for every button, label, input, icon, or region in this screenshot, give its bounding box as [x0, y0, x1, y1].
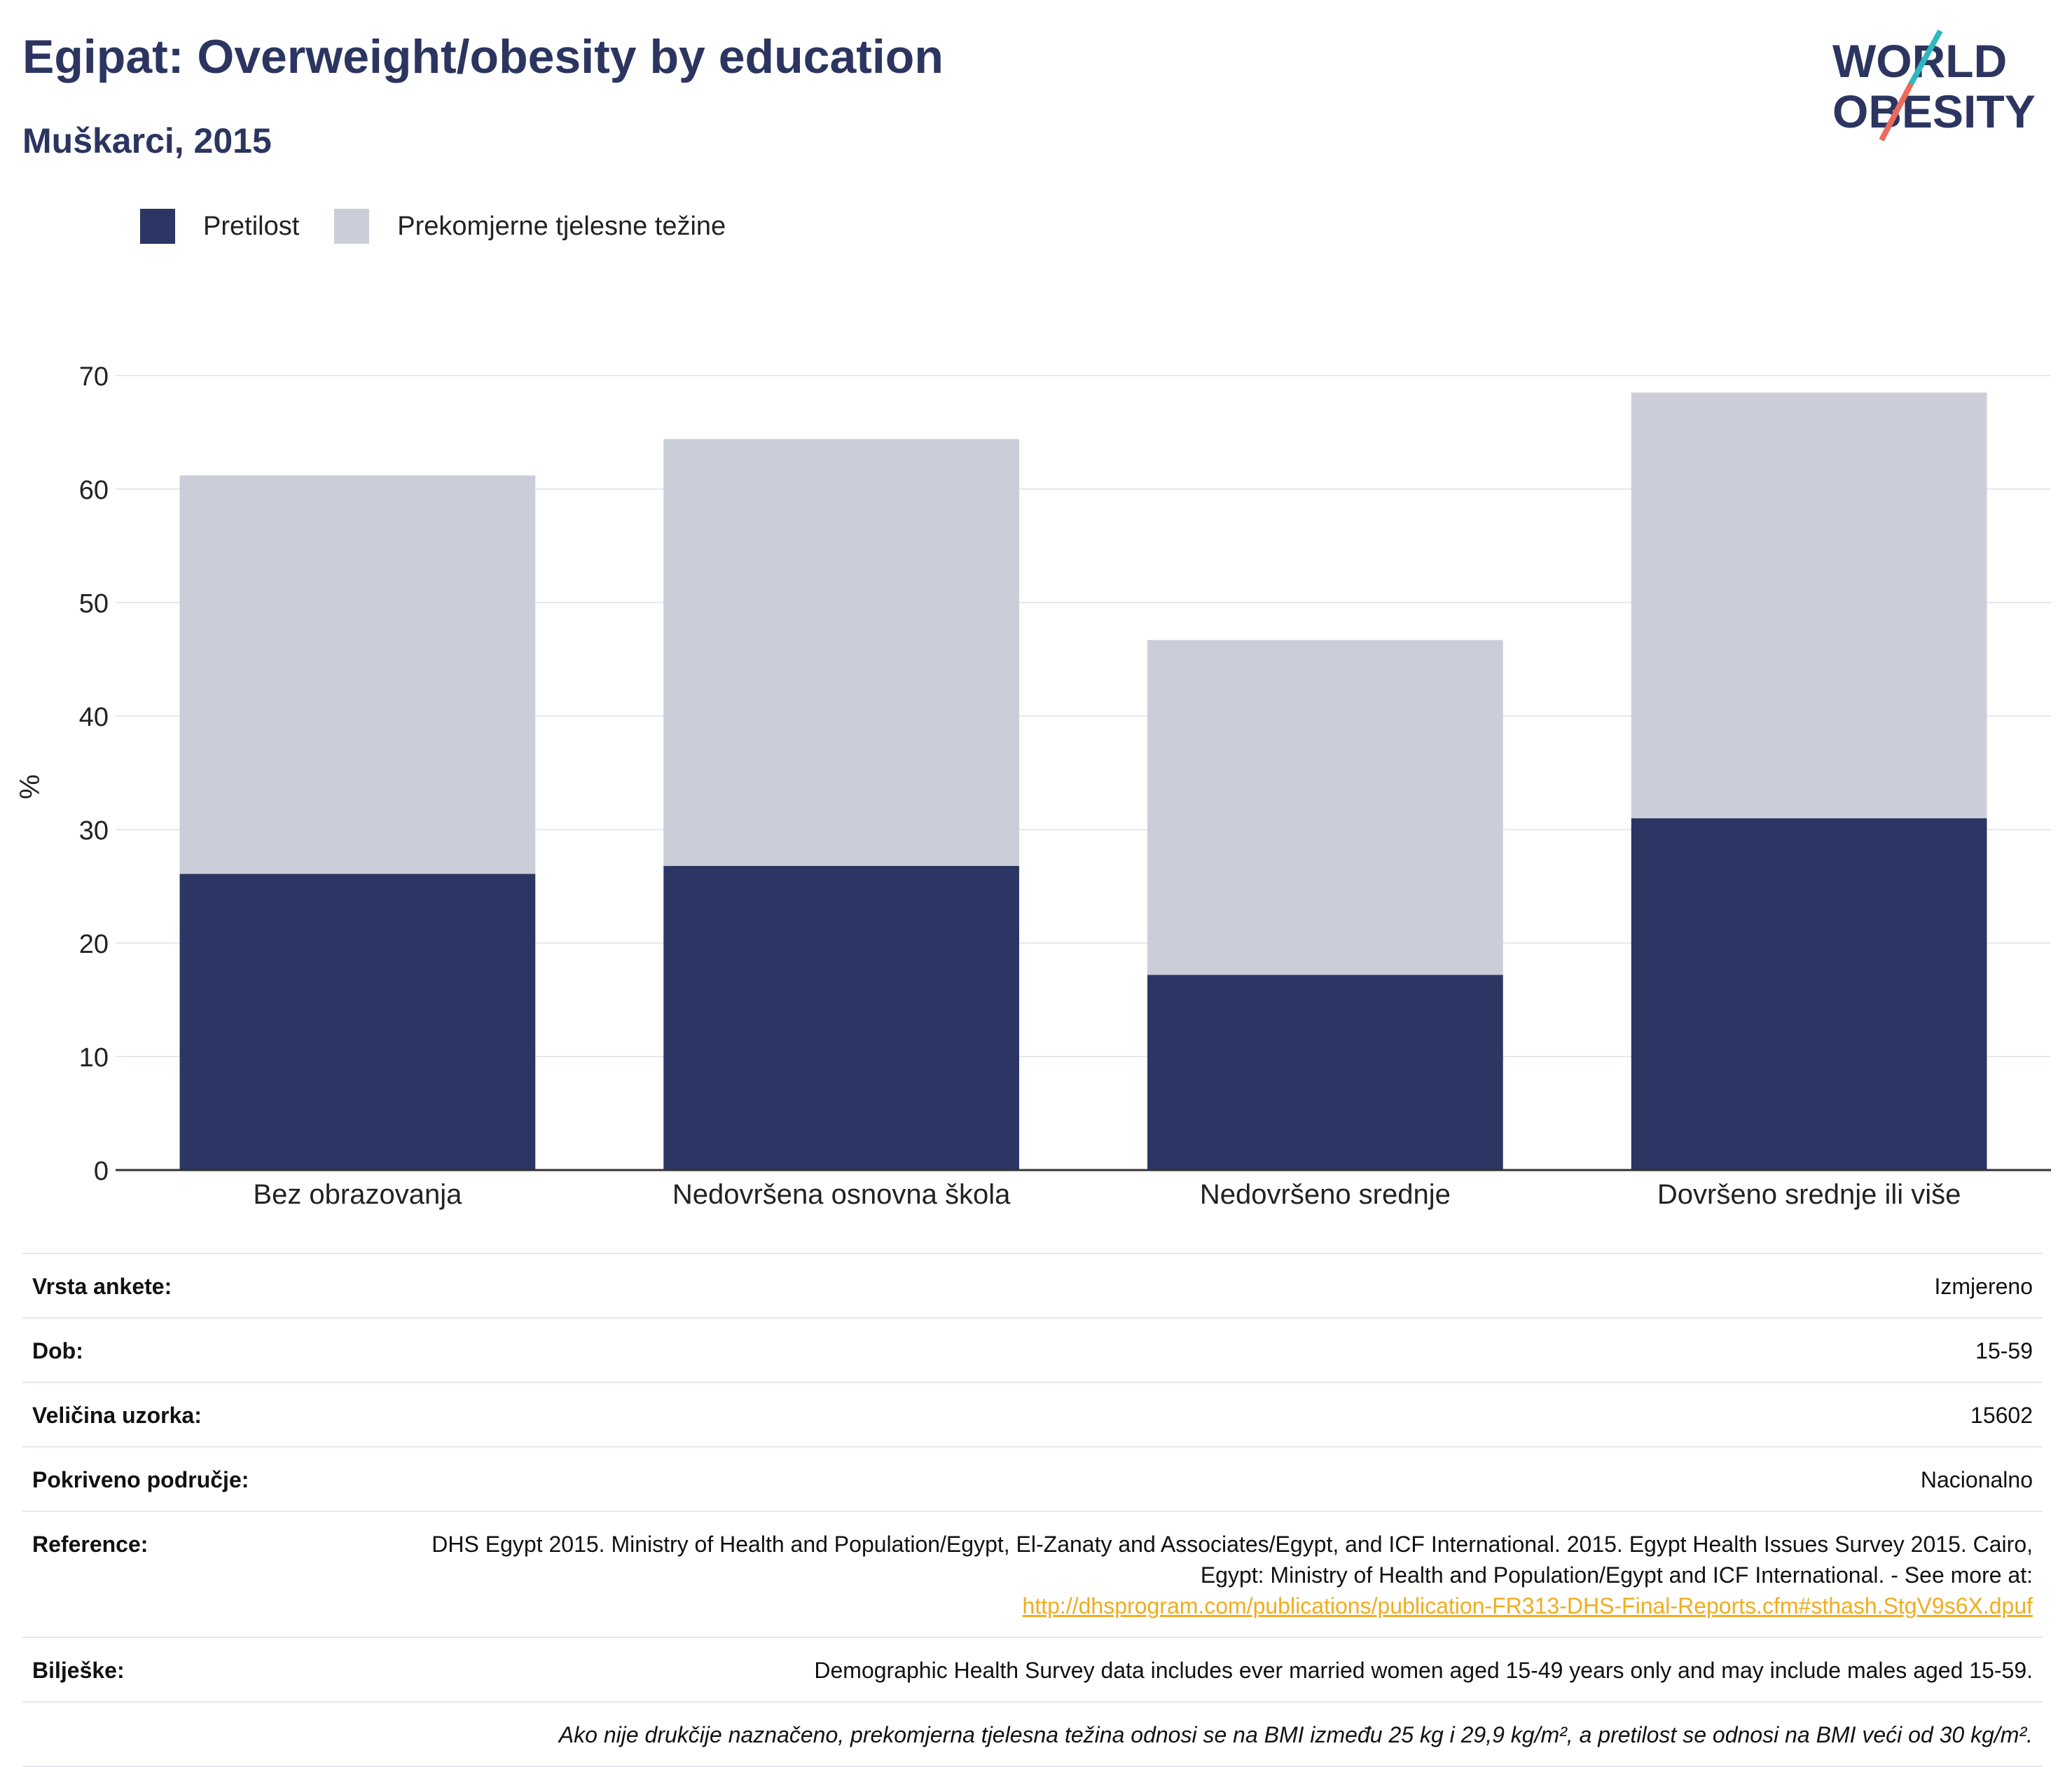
reference-link[interactable]: http://dhsprogram.com/publications/publi…	[1022, 1593, 2033, 1618]
meta-row-footnote: Ako nije drukčije naznačeno, prekomjerna…	[22, 1701, 2043, 1767]
y-tick-label: 70	[79, 362, 109, 392]
y-axis-ticks: 0 10 20 30 40 50 60 70	[79, 362, 109, 1186]
meta-row-reference: Reference: DHS Egypt 2015. Ministry of H…	[22, 1511, 2043, 1637]
reference-label: Reference:	[32, 1532, 149, 1557]
bar-obesity[interactable]	[179, 874, 536, 1170]
bar-obesity[interactable]	[663, 865, 1019, 1170]
chart-subtitle: Muškarci, 2015	[22, 121, 272, 160]
notes-value: Demographic Health Survey data includes …	[814, 1658, 2033, 1683]
logo-slash-teal	[1908, 29, 1943, 85]
reference-value: DHS Egypt 2015. Ministry of Health and P…	[422, 1529, 2033, 1621]
legend-swatch-overweight	[334, 209, 370, 244]
legend-item-obesity[interactable]: Pretilost	[140, 209, 299, 244]
x-tick-label: Dovršeno srednje ili više	[1657, 1179, 1961, 1210]
notes-label: Bilješke:	[32, 1658, 125, 1683]
y-tick-label: 0	[94, 1157, 109, 1186]
survey-type-label: Vrsta ankete:	[32, 1274, 172, 1299]
sample-size-label: Veličina uzorka:	[32, 1403, 202, 1428]
reference-text: DHS Egypt 2015. Ministry of Health and P…	[431, 1532, 2033, 1588]
area-value: Nacionalno	[1920, 1467, 2033, 1492]
age-value: 15-59	[1975, 1338, 2033, 1363]
meta-row-age: Dob: 15-59	[22, 1317, 2043, 1382]
bars	[179, 392, 1987, 1170]
y-tick-label: 10	[79, 1043, 109, 1073]
age-label: Dob:	[32, 1338, 83, 1363]
x-tick-label: Nedovršena osnovna škola	[672, 1179, 1011, 1210]
world-obesity-logo: WORLD OBESITY	[1832, 29, 2036, 142]
logo-line1: WORLD	[1832, 35, 2007, 87]
y-axis-label: %	[15, 774, 46, 799]
survey-type-value: Izmjereno	[1934, 1274, 2033, 1299]
meta-row-notes: Bilješke: Demographic Health Survey data…	[22, 1637, 2043, 1701]
legend-label-overweight: Prekomjerne tjelesne težine	[397, 211, 726, 241]
bar-obesity[interactable]	[1147, 975, 1503, 1170]
bar-chart: 0 10 20 30 40 50 60 70 Bez obrazovanja Nedovršen…	[15, 362, 2051, 1210]
chart-legend: Pretilost Prekomjerne tjelesne težine	[140, 209, 761, 244]
bar-obesity[interactable]	[1631, 818, 1987, 1170]
logo-line2: OBESITY	[1832, 85, 2036, 137]
y-tick-label: 30	[79, 816, 109, 846]
area-label: Pokriveno područje:	[32, 1467, 249, 1492]
meta-row-area: Pokriveno područje: Nacionalno	[22, 1446, 2043, 1511]
chart-title: Egipat: Overweight/obesity by education	[22, 30, 944, 83]
x-axis-ticks: Bez obrazovanja Nedovršena osnovna škola N…	[253, 1179, 1961, 1210]
meta-row-sample-size: Veličina uzorka: 15602	[22, 1382, 2043, 1446]
y-tick-label: 40	[79, 703, 109, 732]
bar-overweight[interactable]	[1147, 640, 1503, 975]
x-tick-label: Nedovršeno srednje	[1200, 1179, 1451, 1210]
y-tick-label: 50	[79, 589, 109, 619]
x-tick-label: Bez obrazovanja	[253, 1179, 462, 1210]
bar-overweight[interactable]	[179, 475, 536, 874]
y-tick-label: 60	[79, 476, 109, 505]
logo-slash-coral	[1879, 83, 1914, 142]
bar-overweight[interactable]	[663, 439, 1019, 866]
meta-row-survey-type: Vrsta ankete: Izmjereno	[22, 1253, 2043, 1317]
legend-label-obesity: Pretilost	[203, 211, 300, 241]
legend-item-overweight[interactable]: Prekomjerne tjelesne težine	[334, 209, 726, 244]
y-tick-label: 20	[79, 930, 109, 959]
bar-overweight[interactable]	[1631, 392, 1987, 818]
legend-swatch-obesity	[140, 209, 175, 244]
sample-size-value: 15602	[1970, 1403, 2033, 1428]
survey-details-table: Vrsta ankete: Izmjereno Dob: 15-59 Velič…	[22, 1253, 2043, 1767]
footnote-text: Ako nije drukčije naznačeno, prekomjerna…	[558, 1722, 2033, 1747]
